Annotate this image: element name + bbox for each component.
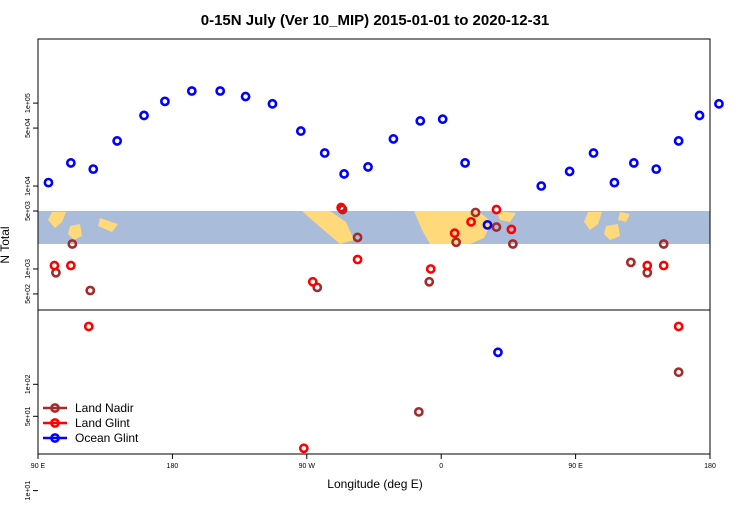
land-glint-point — [642, 260, 653, 271]
land-nadir-point — [507, 239, 518, 249]
y-tick-label: 1e+01 — [25, 481, 32, 500]
ocean-glint-point — [493, 347, 503, 358]
land-sumatra — [48, 212, 66, 228]
land-nadir-point — [658, 239, 669, 249]
y-tick-label: 1e+04 — [25, 176, 32, 196]
ocean-glint-point — [482, 219, 493, 230]
x-tick-label: 0 — [439, 463, 443, 470]
y-tick-label: 1e+05 — [25, 93, 32, 113]
x-tick-label: 90 W — [299, 463, 316, 470]
ocean-glint-point — [295, 126, 306, 136]
land-sumatra-2 — [584, 212, 602, 230]
land-nadir-point — [352, 232, 363, 243]
land-glint-point — [49, 260, 60, 271]
land-glint-point — [336, 202, 347, 213]
ocean-glint-point — [437, 114, 448, 125]
ocean-glint-point — [267, 98, 278, 109]
ocean-glint-point — [186, 86, 197, 96]
ocean-glint-point — [319, 148, 330, 158]
ocean-glint-point — [88, 164, 99, 175]
land-nadir-point — [491, 222, 502, 232]
land-borneo — [68, 224, 82, 240]
ocean-glint-point — [388, 134, 399, 144]
y-tick-label: 1e+02 — [25, 374, 32, 394]
legend-label: Ocean Glint — [75, 431, 139, 445]
ocean-glint-point — [215, 86, 226, 96]
x-tick-label: 90 E — [568, 463, 583, 470]
land-nadir-point — [67, 239, 78, 249]
y-tick-label: 1e+03 — [25, 259, 32, 279]
y-tick-label: 5e+04 — [25, 118, 32, 138]
x-tick-label: 180 — [704, 463, 716, 470]
land-nadir-point — [470, 207, 481, 218]
land-glint-point — [506, 224, 517, 235]
ocean-glint-point — [714, 98, 724, 109]
land-nadir-point — [413, 407, 424, 417]
land-glint-point — [83, 321, 94, 332]
ocean-glint-point — [460, 158, 470, 168]
land-glint-point — [65, 260, 76, 271]
land-glint-point — [352, 254, 363, 265]
ocean-glint-point — [628, 158, 639, 168]
land-glint-point — [307, 276, 318, 287]
ocean-glint-point — [363, 162, 373, 172]
x-tick-label: 180 — [167, 463, 179, 470]
ocean-glint-point — [536, 181, 547, 191]
ocean-glint-point — [240, 91, 251, 102]
ocean-glint-point — [65, 158, 76, 168]
ocean-glint-point — [564, 166, 575, 177]
map-band — [38, 211, 710, 244]
land-glint-point — [491, 204, 502, 215]
ocean-glint-point — [43, 177, 54, 188]
ocean-glint-point — [339, 169, 350, 179]
land-glint-point — [449, 228, 460, 239]
land-philippines — [618, 212, 630, 222]
land-central-america — [302, 211, 354, 244]
land-nadir-point — [424, 276, 435, 287]
land-new-guinea — [98, 218, 118, 232]
legend-label: Land Nadir — [75, 401, 134, 415]
ocean-glint-point — [673, 136, 684, 146]
x-tick-label: 90 E — [31, 463, 46, 470]
land-glint-point — [466, 216, 476, 227]
chart-title: 0-15N July (Ver 10_MIP) 2015-01-01 to 20… — [201, 12, 550, 29]
land-glint-point — [425, 264, 436, 274]
land-nadir-point — [625, 257, 636, 268]
legend-marker — [50, 418, 60, 428]
ocean-glint-point — [112, 136, 123, 146]
y-axis-label: N Total — [0, 226, 12, 263]
land-glint-point — [298, 443, 309, 454]
ocean-glint-point — [139, 110, 149, 121]
land-glint-point — [658, 260, 669, 271]
ocean-glint-point — [651, 164, 662, 175]
y-tick-label: 5e+03 — [25, 201, 32, 221]
y-tick-label: 5e+02 — [25, 284, 32, 304]
ocean-glint-point — [415, 116, 426, 126]
ocean-glint-point — [160, 96, 170, 107]
land-arabia — [496, 211, 516, 222]
legend-label: Land Glint — [75, 416, 130, 430]
y-tick-label: 5e+01 — [25, 406, 32, 426]
land-nadir-point — [85, 285, 96, 296]
land-nadir-point — [673, 367, 684, 378]
ocean-glint-point — [609, 177, 620, 188]
land-nadir-point — [451, 237, 462, 248]
land-glint-point — [673, 321, 684, 332]
land-borneo-2 — [604, 224, 620, 240]
plot-frame — [37, 38, 711, 455]
legend-marker — [50, 433, 60, 443]
legend-marker — [50, 403, 60, 413]
x-axis-label: Longitude (deg E) — [327, 477, 422, 491]
ocean-glint-point — [694, 110, 705, 121]
ocean-glint-point — [588, 148, 599, 158]
